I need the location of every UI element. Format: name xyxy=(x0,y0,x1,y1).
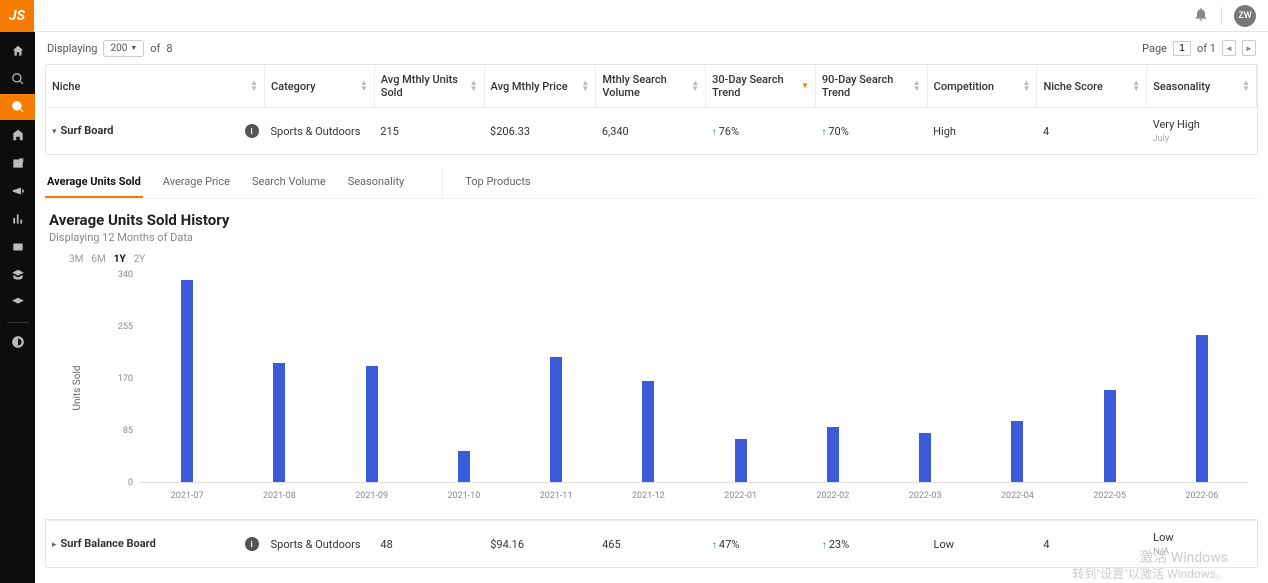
col-header[interactable]: Competition▲▼ xyxy=(927,65,1037,108)
x-label: 2021-08 xyxy=(263,491,296,501)
col-header[interactable]: Category▲▼ xyxy=(265,65,375,108)
x-label: 2021-12 xyxy=(632,491,665,501)
expand-icon[interactable]: ▾ xyxy=(52,127,57,137)
col-header[interactable]: Mthly Search Volume▲▼ xyxy=(596,65,706,108)
tab-seasonality[interactable]: Seasonality xyxy=(346,167,407,198)
sidebar-item-keywords[interactable] xyxy=(0,150,35,176)
page-label: Page xyxy=(1142,42,1167,55)
page-of: of 1 xyxy=(1197,42,1216,55)
range-2Y[interactable]: 2Y xyxy=(134,254,146,265)
col-header[interactable]: Avg Mthly Price▲▼ xyxy=(484,65,596,108)
chart-bar[interactable] xyxy=(735,439,747,482)
y-tick: 255 xyxy=(118,322,133,332)
col-header[interactable]: Avg Mthly Units Sold▲▼ xyxy=(374,65,484,108)
avatar[interactable]: ZW xyxy=(1234,5,1256,27)
pager-next[interactable]: ► xyxy=(1242,40,1256,56)
x-label: 2021-10 xyxy=(447,491,480,501)
x-label: 2021-11 xyxy=(540,491,573,501)
sidebar-item-academy[interactable] xyxy=(0,262,35,288)
chart-bar[interactable] xyxy=(366,366,378,482)
chart-bar[interactable] xyxy=(642,381,654,482)
range-1Y[interactable]: 1Y xyxy=(114,254,126,265)
chart-bar[interactable] xyxy=(273,363,285,482)
y-axis-title: Units Sold xyxy=(72,365,83,410)
col-header[interactable]: 30-Day Search Trend▼ xyxy=(706,65,816,108)
sidebar-item-opportunity[interactable] xyxy=(0,94,35,120)
col-header[interactable]: Niche Score▲▼ xyxy=(1037,65,1147,108)
chart-subtitle: Displaying 12 Months of Data xyxy=(49,231,1254,244)
x-label: 2021-07 xyxy=(171,491,204,501)
x-label: 2022-04 xyxy=(1001,491,1034,501)
expand-icon[interactable]: ▸ xyxy=(52,540,57,550)
y-tick: 170 xyxy=(118,374,133,384)
range-3M[interactable]: 3M xyxy=(69,254,83,265)
y-tick: 0 xyxy=(128,478,133,488)
y-tick: 85 xyxy=(123,426,133,436)
chart-bar[interactable] xyxy=(550,357,562,482)
tab-average-units-sold[interactable]: Average Units Sold xyxy=(45,167,143,198)
sidebar-item-learn[interactable] xyxy=(0,290,35,316)
chart-bar[interactable] xyxy=(1196,335,1208,482)
tab-search-volume[interactable]: Search Volume xyxy=(250,167,328,198)
y-tick: 340 xyxy=(118,270,133,280)
x-label: 2022-05 xyxy=(1093,491,1126,501)
total-count: 8 xyxy=(166,42,172,55)
x-label: 2022-06 xyxy=(1185,491,1218,501)
sidebar-item-campaign[interactable] xyxy=(0,178,35,204)
chart-bar[interactable] xyxy=(458,451,470,482)
sidebar-item-extension[interactable] xyxy=(0,329,35,355)
sidebar xyxy=(0,32,35,583)
sidebar-item-home[interactable] xyxy=(0,38,35,64)
col-header[interactable]: Seasonality▲▼ xyxy=(1147,65,1257,108)
table-row[interactable]: ▸Surf Balance Boardi Sports & Outdoors48… xyxy=(46,521,1257,568)
chart-bar[interactable] xyxy=(181,280,193,482)
sidebar-item-analytics[interactable] xyxy=(0,206,35,232)
chart-bar[interactable] xyxy=(827,427,839,482)
info-icon[interactable]: i xyxy=(245,124,259,138)
bell-icon[interactable] xyxy=(1193,6,1209,25)
col-header[interactable]: Niche▲▼ xyxy=(46,65,265,108)
sidebar-item-search-alt[interactable] xyxy=(0,66,35,92)
tab-top-products[interactable]: Top Products xyxy=(442,167,532,198)
page-size-select[interactable]: 200 ▼ xyxy=(103,40,144,57)
x-label: 2022-01 xyxy=(724,491,757,501)
table-row[interactable]: ▾Surf Boardi Sports & Outdoors215$206.33… xyxy=(46,108,1257,155)
page-input[interactable] xyxy=(1173,41,1191,56)
divider xyxy=(1221,7,1222,25)
chart-bar[interactable] xyxy=(919,433,931,482)
chart-bar[interactable] xyxy=(1104,390,1116,482)
x-label: 2022-02 xyxy=(816,491,849,501)
info-icon[interactable]: i xyxy=(245,537,259,551)
x-label: 2021-09 xyxy=(355,491,388,501)
sidebar-item-building[interactable] xyxy=(0,122,35,148)
chart-bar[interactable] xyxy=(1011,421,1023,482)
brand-logo[interactable]: JS xyxy=(0,0,34,32)
sidebar-separator xyxy=(7,322,29,323)
displaying-label: Displaying xyxy=(47,42,97,55)
col-header[interactable]: 90-Day Search Trend▲▼ xyxy=(815,65,927,108)
range-6M[interactable]: 6M xyxy=(91,254,105,265)
sidebar-item-ads[interactable] xyxy=(0,234,35,260)
x-label: 2022-03 xyxy=(909,491,942,501)
chart-title: Average Units Sold History xyxy=(49,211,1254,229)
of-label: of xyxy=(150,42,160,55)
pager-prev[interactable]: ◄ xyxy=(1222,40,1236,56)
tab-average-price[interactable]: Average Price xyxy=(161,167,232,198)
